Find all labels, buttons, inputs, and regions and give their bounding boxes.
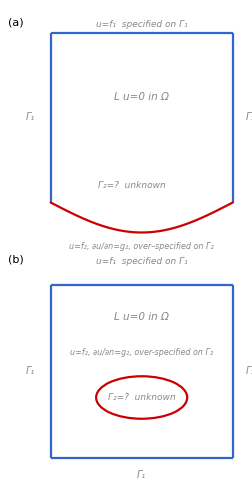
Text: (a): (a) [8, 18, 23, 28]
Text: L u=0 in Ω: L u=0 in Ω [114, 92, 168, 102]
Text: u=f₂, ∂u/∂n=g₂, over-specified on Γ₂: u=f₂, ∂u/∂n=g₂, over-specified on Γ₂ [70, 348, 212, 357]
Text: Γ₁: Γ₁ [137, 470, 146, 480]
Text: Γ₂=?  unknown: Γ₂=? unknown [97, 181, 165, 190]
Text: u=f₁  specified on Γ₁: u=f₁ specified on Γ₁ [96, 20, 187, 29]
Text: (b): (b) [8, 255, 23, 265]
Text: L u=0 in Ω: L u=0 in Ω [114, 312, 168, 322]
Text: Γ₁: Γ₁ [245, 366, 252, 376]
Text: Γ₁: Γ₁ [26, 366, 35, 376]
Text: Γ₁: Γ₁ [245, 112, 252, 122]
Text: Γ₁: Γ₁ [26, 112, 35, 122]
Text: u=f₂, ∂u/∂n=g₂, over–specified on Γ₂: u=f₂, ∂u/∂n=g₂, over–specified on Γ₂ [69, 242, 213, 250]
Text: Γ₂=?  unknown: Γ₂=? unknown [107, 393, 175, 402]
Text: u=f₁  specified on Γ₁: u=f₁ specified on Γ₁ [96, 258, 187, 266]
